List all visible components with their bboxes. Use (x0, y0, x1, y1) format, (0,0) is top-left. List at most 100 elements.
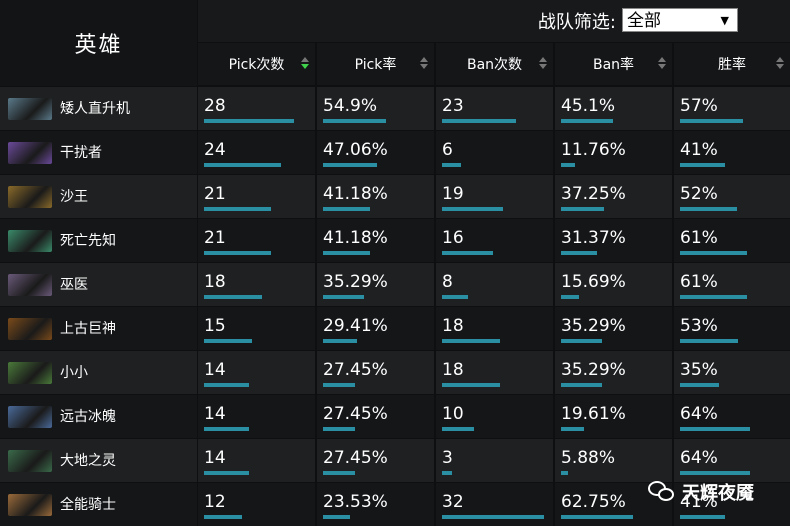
value-bar (680, 471, 751, 475)
cell-ban-rate: 35.29% (555, 351, 672, 394)
hero-portrait[interactable] (8, 318, 52, 340)
hero-name[interactable]: 干扰者 (60, 145, 102, 161)
cell-value: 15 (204, 316, 226, 336)
hero-portrait[interactable] (8, 406, 52, 428)
cell-value: 64% (680, 404, 718, 424)
cell-ban: 10 (436, 395, 553, 438)
cell-win-rate: 35% (674, 351, 790, 394)
cell-value: 18 (442, 360, 464, 380)
hero-portrait[interactable] (8, 142, 52, 164)
value-bar (561, 295, 580, 299)
column-header-label: 胜率 (718, 57, 746, 73)
table-row[interactable]: 矮人直升机 28 54.9% 23 45.1% 57% (0, 87, 790, 130)
hero-name[interactable]: 大地之灵 (60, 453, 116, 469)
hero-name[interactable]: 远古冰魄 (60, 409, 116, 425)
hero-portrait[interactable] (8, 494, 52, 516)
sort-icon (420, 57, 428, 73)
table-row[interactable]: 大地之灵 14 27.45% 3 5.88% 64% (0, 439, 790, 482)
cell-pick-rate: 54.9% (317, 87, 434, 130)
table-row[interactable]: 沙王 21 41.18% 19 37.25% 52% (0, 175, 790, 218)
cell-value: 14 (204, 448, 226, 468)
cell-ban: 16 (436, 219, 553, 262)
value-bar (442, 515, 545, 519)
value-bar (204, 471, 249, 475)
team-filter-label: 战队筛选: (537, 12, 616, 33)
value-bar (442, 339, 500, 343)
column-header-1[interactable]: Pick率 (317, 43, 434, 85)
column-header-2[interactable]: Ban次数 (436, 43, 553, 85)
cell-value: 52% (680, 184, 718, 204)
hero-name[interactable]: 沙王 (60, 189, 88, 205)
cell-pick-rate: 47.06% (317, 131, 434, 174)
hero-cell: 上古巨神 (0, 307, 197, 350)
cell-pick: 14 (198, 439, 315, 482)
cell-pick-rate: 27.45% (317, 439, 434, 482)
cell-value: 61% (680, 272, 718, 292)
hero-cell: 沙王 (0, 175, 197, 218)
cell-pick-rate: 35.29% (317, 263, 434, 306)
table-row[interactable]: 巫医 18 35.29% 8 15.69% 61% (0, 263, 790, 306)
cell-value: 35.29% (561, 316, 626, 336)
value-bar (442, 207, 503, 211)
table-row[interactable]: 远古冰魄 14 27.45% 10 19.61% 64% (0, 395, 790, 438)
cell-pick-rate: 29.41% (317, 307, 434, 350)
value-bar (561, 207, 604, 211)
hero-name[interactable]: 全能骑士 (60, 497, 116, 513)
hero-name[interactable]: 小小 (60, 365, 88, 381)
cell-ban-rate: 19.61% (555, 395, 672, 438)
cell-win-rate: 57% (674, 87, 790, 130)
hero-cell: 全能骑士 (0, 483, 197, 526)
hero-name[interactable]: 巫医 (60, 277, 88, 293)
hero-name[interactable]: 上古巨神 (60, 321, 116, 337)
hero-cell: 远古冰魄 (0, 395, 197, 438)
cell-value: 45.1% (561, 96, 616, 116)
column-header-label: Pick率 (354, 57, 397, 73)
cell-value: 16 (442, 228, 464, 248)
value-bar (204, 119, 294, 123)
cell-value: 35.29% (561, 360, 626, 380)
cell-value: 32 (442, 492, 464, 512)
value-bar (204, 339, 252, 343)
hero-name[interactable]: 矮人直升机 (60, 101, 130, 117)
cell-ban: 19 (436, 175, 553, 218)
value-bar (561, 163, 575, 167)
value-bar (561, 251, 598, 255)
column-header-3[interactable]: Ban率 (555, 43, 672, 85)
cell-win-rate: 61% (674, 219, 790, 262)
value-bar (323, 427, 355, 431)
column-header-4[interactable]: 胜率 (674, 43, 790, 85)
cell-value: 10 (442, 404, 464, 424)
cell-value: 64% (680, 448, 718, 468)
hero-portrait[interactable] (8, 230, 52, 252)
value-bar (204, 251, 272, 255)
hero-portrait[interactable] (8, 362, 52, 384)
table-row[interactable]: 上古巨神 15 29.41% 18 35.29% 53% (0, 307, 790, 350)
team-filter-select[interactable]: 全部 ▼ (622, 8, 738, 32)
table-row[interactable]: 死亡先知 21 41.18% 16 31.37% 61% (0, 219, 790, 262)
hero-portrait[interactable] (8, 98, 52, 120)
sort-icon (658, 57, 666, 73)
hero-cell: 小小 (0, 351, 197, 394)
table-row[interactable]: 小小 14 27.45% 18 35.29% 35% (0, 351, 790, 394)
hero-name[interactable]: 死亡先知 (60, 233, 116, 249)
cell-ban-rate: 45.1% (555, 87, 672, 130)
cell-value: 41.18% (323, 184, 388, 204)
value-bar (561, 339, 602, 343)
cell-ban: 6 (436, 131, 553, 174)
column-header-0[interactable]: Pick次数 (198, 43, 315, 85)
cell-value: 28 (204, 96, 226, 116)
value-bar (561, 383, 602, 387)
cell-pick: 14 (198, 351, 315, 394)
value-bar (442, 119, 516, 123)
hero-portrait[interactable] (8, 274, 52, 296)
value-bar (442, 163, 462, 167)
value-bar (204, 515, 243, 519)
hero-cell: 死亡先知 (0, 219, 197, 262)
sort-icon (539, 57, 547, 73)
cell-pick: 12 (198, 483, 315, 526)
table-row[interactable]: 干扰者 24 47.06% 6 11.76% 41% (0, 131, 790, 174)
hero-portrait[interactable] (8, 186, 52, 208)
hero-portrait[interactable] (8, 450, 52, 472)
cell-ban: 3 (436, 439, 553, 482)
cell-pick: 15 (198, 307, 315, 350)
